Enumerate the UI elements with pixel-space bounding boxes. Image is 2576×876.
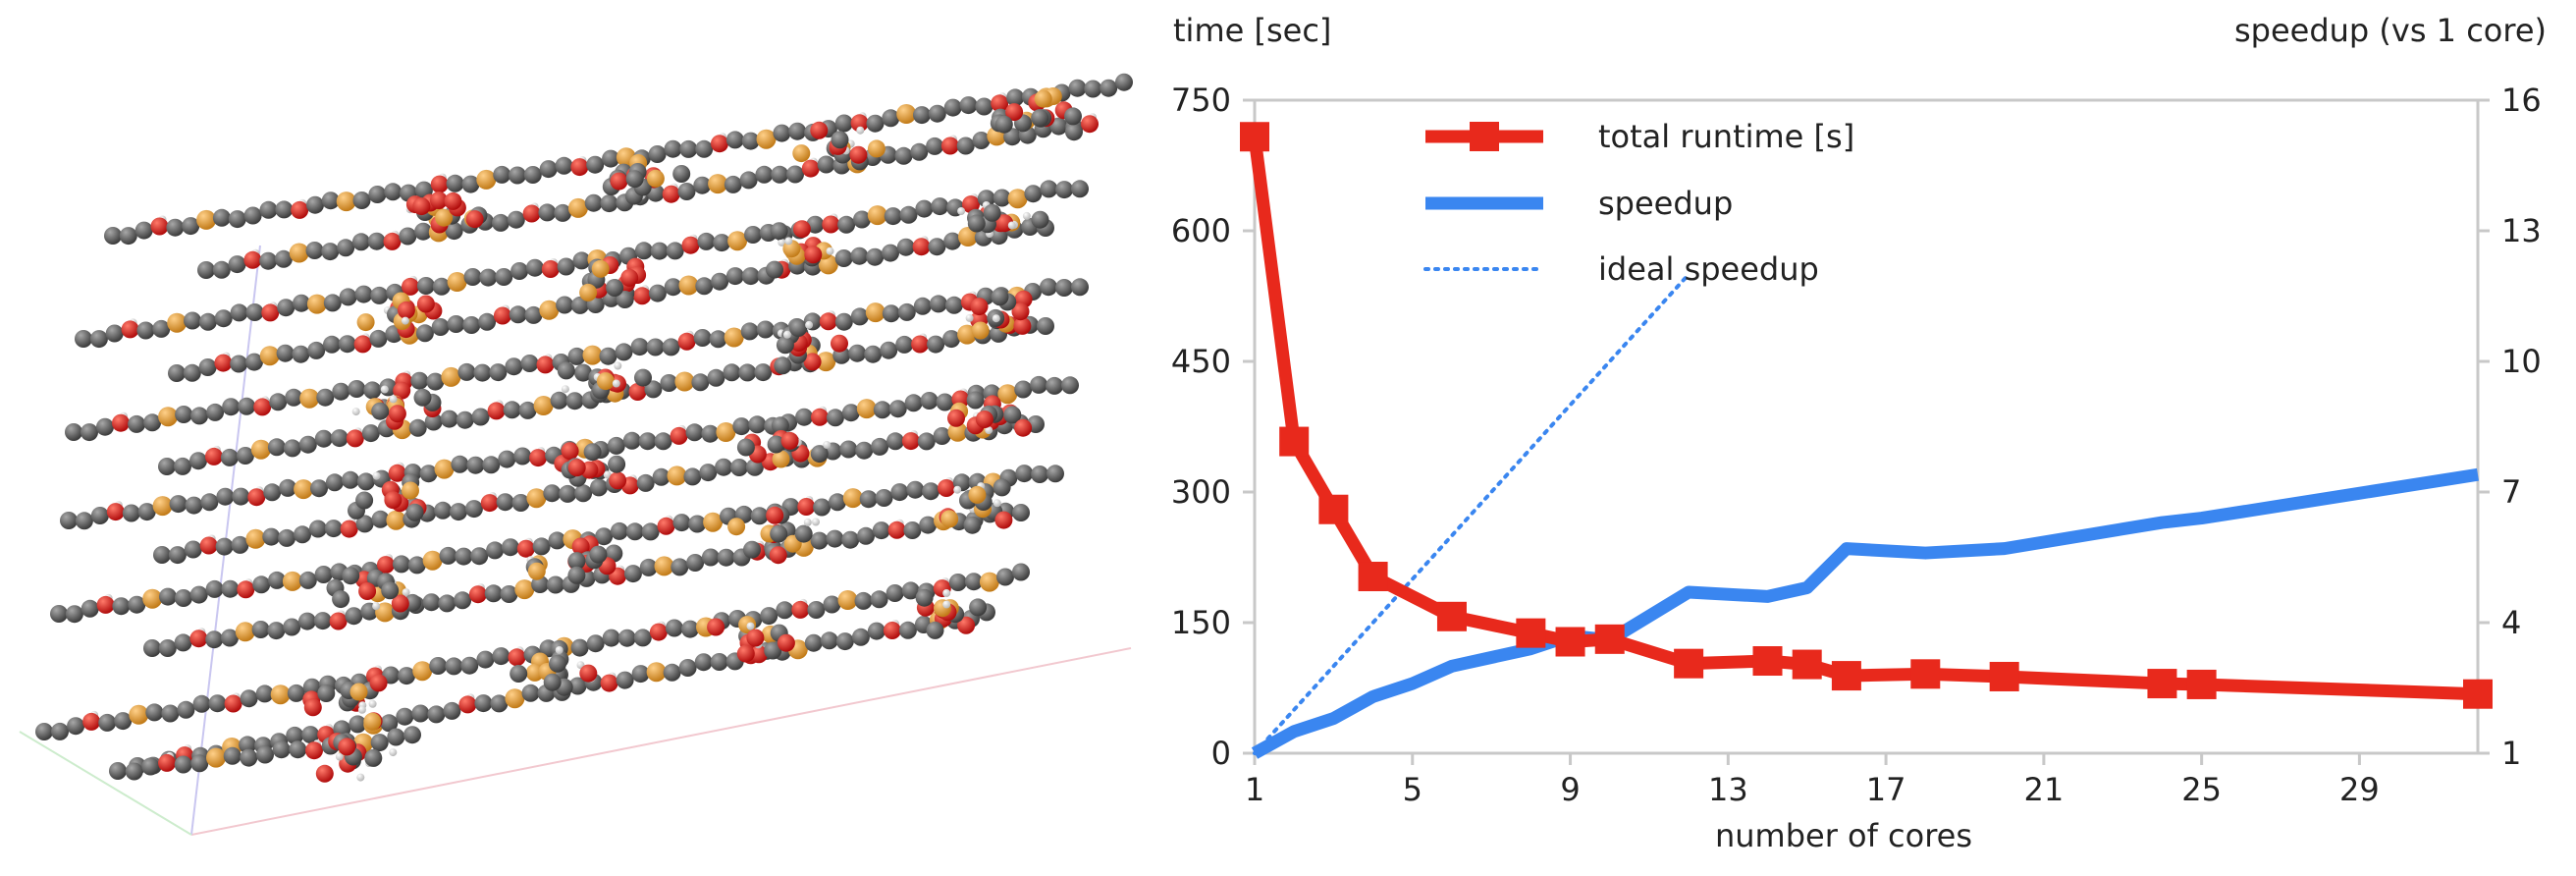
y-right-tick-label: 4 (2501, 604, 2521, 641)
x-tick-label: 29 (2339, 771, 2380, 808)
legend-label: total runtime [s] (1598, 118, 1854, 155)
x-tick-label: 17 (1866, 771, 1906, 808)
y-left-tick-label: 300 (1171, 473, 1231, 511)
runtime-marker (1240, 122, 1269, 152)
runtime-marker (1831, 661, 1861, 691)
y-right-tick-label: 1 (2501, 735, 2521, 772)
series-line-speedup (1251, 467, 2480, 759)
runtime-marker (1516, 618, 1546, 648)
y-right-tick-label: 13 (2501, 212, 2542, 249)
runtime-marker (1555, 627, 1585, 657)
runtime-marker (1792, 649, 1822, 680)
x-tick-label: 1 (1245, 771, 1264, 808)
y-left-tick-label: 150 (1171, 604, 1231, 641)
runtime-marker (1910, 659, 1941, 689)
runtime-marker (1674, 648, 1704, 679)
y-right-tick-label: 10 (2501, 343, 2542, 380)
legend-marker-runtime (1470, 122, 1499, 151)
y-axis-label-left: time [sec] (1173, 12, 1331, 49)
runtime-marker (1594, 624, 1625, 654)
x-axis-label: number of cores (1715, 817, 1972, 854)
runtime-marker (1436, 601, 1467, 631)
y-axis-label-right: speedup (vs 1 core) (2234, 12, 2547, 49)
runtime-marker (2186, 669, 2217, 699)
x-tick-label: 25 (2181, 771, 2222, 808)
y-right-tick-label: 16 (2501, 82, 2542, 119)
legend-label: speedup (1598, 185, 1733, 222)
y-left-tick-label: 600 (1171, 212, 1231, 249)
series-layer (1240, 122, 2493, 759)
y-right-tick-label: 7 (2501, 473, 2521, 511)
runtime-marker (2463, 679, 2493, 709)
runtime-marker (1358, 562, 1388, 592)
axes-layer: 1 5 9 13 17 21 25 29 0 150 300 450 600 750 1 4 7 10 13 16 (1171, 82, 2542, 808)
molecular-structure-illustration (19, 73, 1133, 836)
y-left-tick-label: 450 (1171, 343, 1231, 380)
runtime-marker (1752, 646, 1783, 677)
runtime-marker (2147, 669, 2177, 699)
y-left-tick-label: 0 (1211, 735, 1231, 772)
x-tick-label: 5 (1403, 771, 1422, 808)
x-tick-label: 21 (2024, 771, 2065, 808)
y-left-tick-label: 750 (1171, 82, 1231, 119)
x-tick-label: 9 (1560, 771, 1580, 808)
legend: total runtime [s] speedup ideal speedup (1423, 118, 1854, 288)
series-line-ideal-speedup (1253, 272, 1691, 755)
legend-label: ideal speedup (1598, 250, 1819, 288)
runtime-marker (1318, 494, 1349, 524)
x-tick-label: 13 (1708, 771, 1748, 808)
runtime-marker (1989, 661, 2019, 691)
runtime-marker (1279, 426, 1310, 457)
